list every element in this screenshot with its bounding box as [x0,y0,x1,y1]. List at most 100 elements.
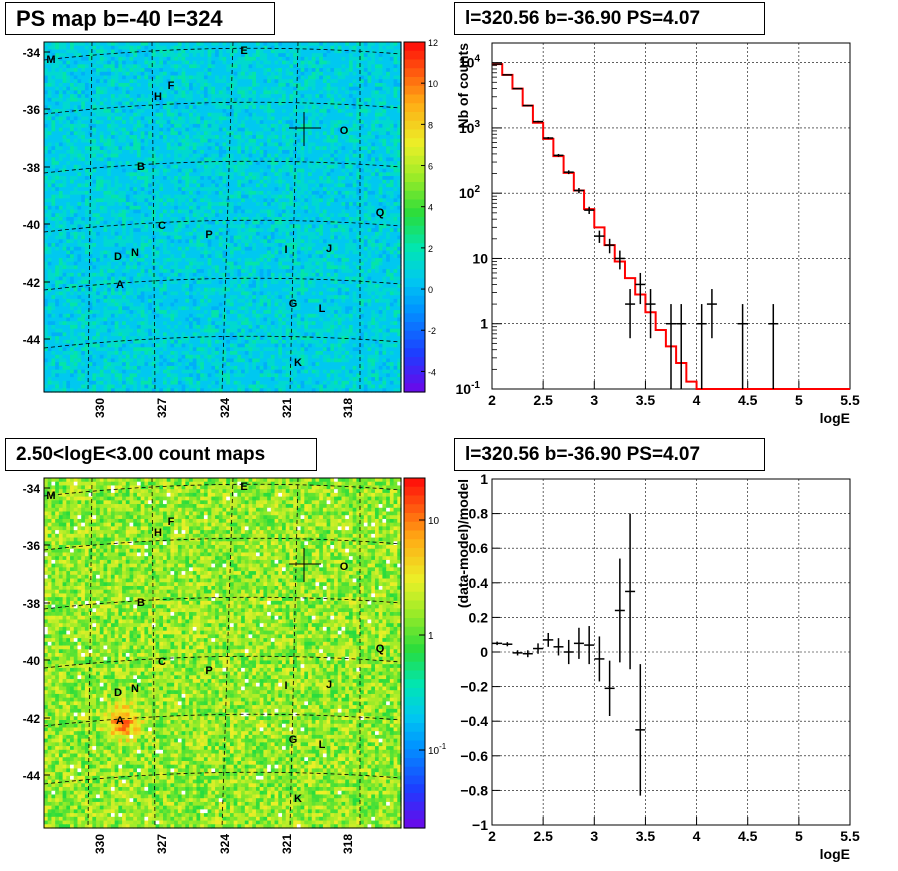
count-map-y-tick: -42 [23,712,41,726]
source-label-i: I [284,680,287,692]
source-label-n: N [131,247,139,259]
ps-map-colorbar-bin [404,103,425,113]
count-map-colorbar-bin [404,513,425,523]
residual-y-tick: 0.4 [469,575,489,591]
source-label-k: K [294,793,302,805]
ps-map-lon-line [289,41,299,393]
source-label-l: L [319,739,326,751]
ps-map-colorbar-bin [404,304,425,314]
source-label-b: B [137,597,145,609]
ps-map-colorbar-bin [404,357,425,367]
ps-map-colorbar-tick: 0 [428,285,433,295]
count-map-y-tick: -44 [23,769,41,783]
count-map-grid [43,477,402,829]
source-label-h: H [154,91,162,103]
count-map-lat-line [43,537,402,551]
count-map-colorbar-bin [404,793,425,803]
count-map-colorbar-bin [404,679,425,689]
count-map-colorbar-bin [404,801,425,812]
source-label-g: G [289,298,298,310]
spectrum-y-tick: 10-1 [456,380,481,397]
ps-map-x-tick: 321 [280,398,294,418]
residual-y-tick: 0.6 [469,540,489,556]
source-label-q: Q [376,207,385,219]
spectrum-y-tick: 1 [480,316,488,332]
source-label-g: G [289,734,298,746]
residual-y-tick: −0.8 [460,782,488,798]
count-map-colorbar-bin [404,653,425,663]
residual-y-tick: −0.6 [460,748,488,764]
residual-y-tick: 0 [480,644,488,660]
ps-map-colorbar-bin [404,348,425,358]
count-map-colorbar-bin [404,696,425,707]
count-map-y-tick: -34 [23,482,41,496]
spectrum-ylabel: Nb of counts [455,43,471,129]
count-map-colorbar-bin [404,600,425,610]
ps-map-colorbar-bin [404,295,425,306]
source-label-f: F [168,516,175,528]
count-map-colorbar-bin [404,495,425,505]
source-label-n: N [131,683,139,695]
count-map-colorbar-bin [404,565,425,575]
count-map-lon-line [151,477,156,829]
ps-map-colorbar-tick: 4 [428,203,433,213]
source-label-k: K [294,357,302,369]
count-map-colorbar-bin [404,521,425,532]
count-map-lat-line [43,483,402,497]
source-label-b: B [137,161,145,173]
ps-map-lon-line [221,41,234,393]
ps-map-colorbar-bin [404,243,425,253]
ps-map-y-tick: -34 [23,46,41,60]
ps-map-y-tick: -38 [23,161,41,175]
ps-map-y-tick: -36 [23,103,41,117]
ps-map-grid [43,41,402,393]
count-map-y-tick: -40 [23,654,41,668]
count-map-lon-line [221,477,234,829]
source-label-q: Q [376,643,385,655]
residual-y-tick: −0.4 [460,713,488,729]
ps-map-colorbar-bin [404,120,425,131]
ps-map-colorbar-bin [404,374,425,384]
ps-map-colorbar-bin [404,330,425,341]
ps-map-x-tick: 330 [93,398,107,418]
ps-map-cells [44,42,402,393]
residual-title: l=320.56 b=-36.90 PS=4.07 [454,438,765,471]
ps-map-x-tick: 327 [155,398,169,418]
spectrum-y-tick: 102 [459,184,481,201]
ps-map-colorbar-bin [404,269,425,279]
ps-map-colorbar-bin [404,50,425,61]
spectrum-x-tick: 5.5 [840,392,860,408]
spectrum-x-tick: 5 [795,392,803,408]
residual-x-tick: 3 [590,828,598,844]
source-label-e: E [240,45,247,57]
ps-map-colorbar-bin [404,313,425,323]
ps-map-colorbar-bin [404,383,425,393]
count-map-colorbar-bin [404,478,425,488]
ps-map-y-tick: -40 [23,218,41,232]
ps-map-colorbar-bin [404,129,425,139]
ps-map-colorbar-bin [404,208,425,218]
spectrum-y-tick: 104 [459,54,481,71]
ps-map-x-tick: 324 [218,398,232,418]
ps-map-colorbar-tick: -4 [428,367,436,377]
count-map-colorbar-bin [404,618,425,628]
count-map-colorbar-tick: 10 [428,516,440,527]
ps-map-colorbar-bin [404,147,425,157]
count-map-lat-line [43,596,402,610]
residual-frame [491,478,851,826]
count-map-colorbar-bin [404,644,425,654]
count-map-y-tick: -36 [23,539,41,553]
count-map-x-tick: 318 [341,834,355,854]
count-map-colorbar-bin [404,556,425,567]
ps-map-x-tick: 318 [341,398,355,418]
count-map-colorbar-frame [403,477,426,829]
ps-map-colorbar-tick: 8 [428,120,433,130]
spectrum-x-tick: 4 [693,392,701,408]
count-map-x-tick: 324 [218,834,232,854]
count-map-colorbar-bin [404,714,425,724]
count-map-colorbar-bin [404,688,425,698]
ps-map-colorbar-bin [404,252,425,262]
count-map-colorbar-bin [404,548,425,558]
